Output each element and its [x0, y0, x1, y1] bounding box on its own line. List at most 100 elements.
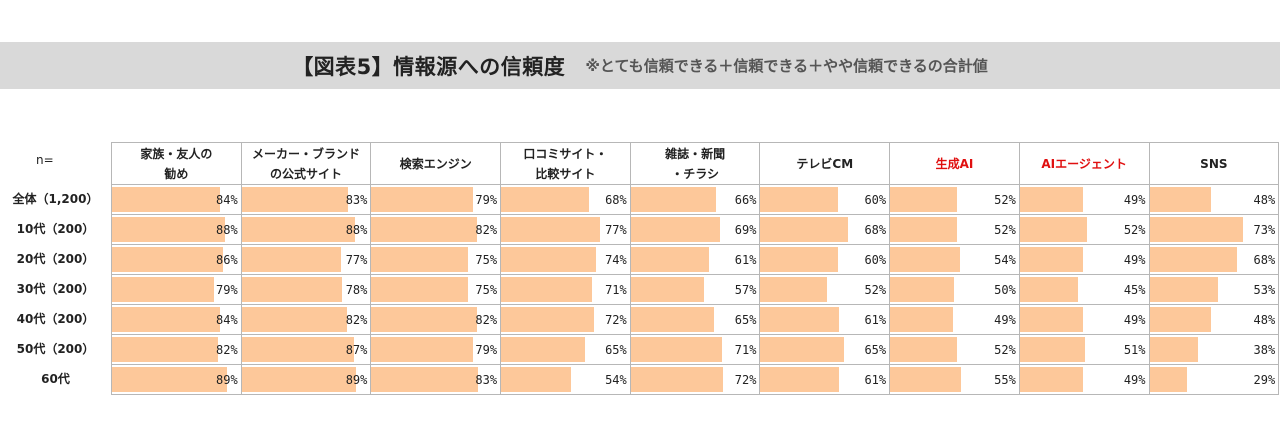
value-label: 49%	[1123, 372, 1146, 387]
value-label: 88%	[345, 222, 368, 237]
data-cell: 49%	[889, 304, 1020, 335]
value-label: 77%	[605, 222, 627, 237]
value-label: 53%	[1253, 282, 1276, 297]
data-cell: 75%	[370, 244, 502, 275]
value-bar	[1149, 277, 1218, 302]
column-header: 生成AI	[889, 142, 1020, 185]
value-bar	[1149, 217, 1244, 242]
data-cell: 75%	[370, 274, 502, 305]
value-bar	[760, 367, 839, 392]
value-label: 84%	[216, 192, 238, 207]
value-bar	[501, 277, 593, 302]
data-cell: 83%	[240, 184, 372, 215]
value-bar	[112, 367, 227, 392]
value-bar	[1149, 307, 1212, 332]
value-label: 68%	[1253, 252, 1276, 267]
value-label: 66%	[734, 192, 757, 207]
value-label: 52%	[864, 282, 887, 297]
table-row: 89% 89% 83% 54% 72% 61% 55% 49% 29%	[111, 364, 1280, 395]
data-cell: 55%	[889, 364, 1020, 395]
data-cell: 38%	[1148, 334, 1280, 365]
value-label: 49%	[1123, 192, 1146, 207]
data-cell: 60%	[759, 184, 891, 215]
value-label: 71%	[734, 342, 757, 357]
data-cell: 82%	[370, 304, 502, 335]
data-cell: 52%	[889, 334, 1020, 365]
column-header: メーカー・ブランド の公式サイト	[240, 142, 372, 185]
data-cell: 86%	[111, 244, 242, 275]
data-cell: 74%	[500, 244, 631, 275]
data-cell: 52%	[889, 184, 1020, 215]
data-cell: 87%	[240, 334, 372, 365]
value-label: 65%	[734, 312, 757, 327]
value-bar	[760, 337, 845, 362]
data-cell: 60%	[759, 244, 891, 275]
value-label: 60%	[864, 192, 887, 207]
value-label: 71%	[605, 282, 627, 297]
value-label: 88%	[216, 222, 238, 237]
data-cell: 68%	[759, 214, 891, 245]
table-row: 79% 78% 75% 71% 57% 52% 50% 45% 53%	[111, 274, 1280, 305]
data-cell: 89%	[111, 364, 242, 395]
row-label: 10代（200）	[16, 222, 95, 236]
value-bar	[630, 247, 710, 272]
table-row: 88% 88% 82% 77% 69% 68% 52% 52% 73%	[111, 214, 1280, 245]
data-cell: 29%	[1148, 364, 1280, 395]
value-bar	[371, 247, 468, 272]
data-cell: 48%	[1148, 304, 1280, 335]
data-cell: 72%	[629, 364, 761, 395]
data-cell: 48%	[1148, 184, 1280, 215]
data-cell: 52%	[759, 274, 891, 305]
value-label: 86%	[216, 252, 238, 267]
value-bar	[760, 187, 838, 212]
value-bar	[890, 307, 954, 332]
value-label: 54%	[994, 252, 1016, 267]
value-label: 82%	[345, 312, 368, 327]
value-label: 82%	[475, 312, 498, 327]
value-bar	[112, 217, 226, 242]
value-bar	[501, 217, 601, 242]
value-label: 78%	[345, 282, 368, 297]
value-bar	[112, 337, 218, 362]
value-bar	[241, 247, 341, 272]
value-label: 89%	[216, 372, 238, 387]
row-label: 60代	[41, 372, 70, 386]
data-cell: 45%	[1018, 274, 1150, 305]
value-label: 87%	[345, 342, 368, 357]
value-bar	[241, 187, 349, 212]
data-cell: 49%	[1018, 184, 1150, 215]
value-bar	[1149, 247, 1237, 272]
value-label: 89%	[345, 372, 368, 387]
value-label: 79%	[216, 282, 238, 297]
value-label: 75%	[475, 252, 498, 267]
value-bar	[371, 277, 468, 302]
data-cell: 79%	[111, 274, 242, 305]
row-label: 20代（200）	[16, 252, 95, 266]
value-bar	[630, 217, 720, 242]
value-bar	[371, 367, 479, 392]
value-bar	[1149, 367, 1187, 392]
value-bar	[1019, 307, 1083, 332]
data-cell: 71%	[500, 274, 631, 305]
data-cell: 77%	[500, 214, 631, 245]
value-label: 79%	[475, 192, 498, 207]
value-bar	[501, 307, 594, 332]
value-label: 45%	[1123, 282, 1146, 297]
value-label: 49%	[1123, 252, 1146, 267]
value-label: 61%	[864, 312, 887, 327]
data-cell: 68%	[500, 184, 631, 215]
column-header: 雑誌・新聞 ・チラシ	[629, 142, 761, 185]
value-label: 48%	[1253, 312, 1276, 327]
data-cell: 65%	[500, 334, 631, 365]
data-cell: 72%	[500, 304, 631, 335]
value-bar	[371, 187, 474, 212]
value-label: 55%	[994, 372, 1016, 387]
data-cell: 71%	[629, 334, 761, 365]
data-cell: 51%	[1018, 334, 1150, 365]
value-bar	[1019, 367, 1083, 392]
value-bar	[1149, 337, 1199, 362]
value-label: 54%	[605, 372, 627, 387]
value-label: 77%	[345, 252, 368, 267]
value-label: 75%	[475, 282, 498, 297]
value-bar	[371, 337, 474, 362]
